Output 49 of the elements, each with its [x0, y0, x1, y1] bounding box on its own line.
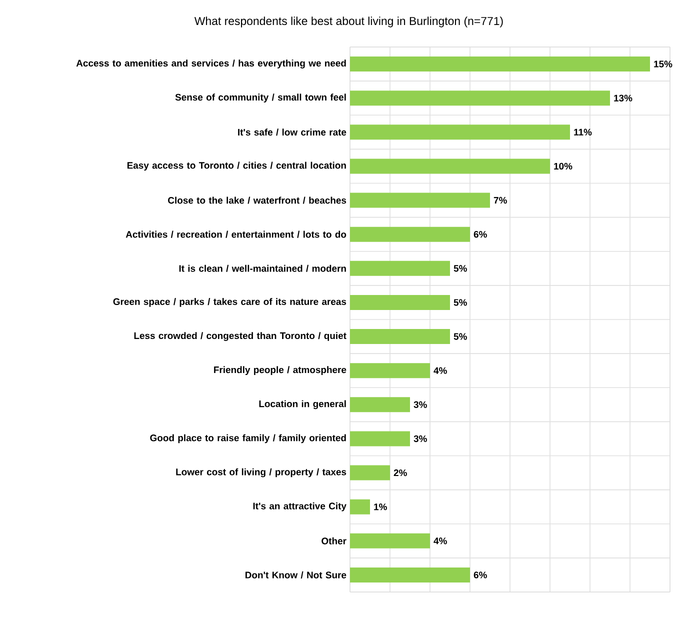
bar [350, 90, 610, 106]
bar [350, 56, 650, 72]
y-tick-label: It's an attractive City [253, 502, 346, 512]
y-tick-label: Close to the lake / waterfront / beaches [168, 196, 346, 204]
bar [350, 567, 470, 582]
y-tick-label: Activities / recreation / entertainment / lots to do [126, 230, 346, 238]
data-label: 11% [574, 128, 592, 136]
bar [350, 226, 470, 242]
y-tick-label: Good place to raise family / family oriented [150, 434, 346, 444]
data-label: 2% [394, 469, 407, 476]
data-label: 7% [494, 196, 507, 204]
y-tick-label: Location in general [259, 400, 346, 410]
y-tick-label: It is clean / well-maintained / modern [179, 264, 346, 272]
y-tick-label: It's safe / low crime rate [238, 128, 346, 136]
data-label: 3% [414, 401, 427, 408]
data-label: 1% [374, 503, 387, 510]
y-tick-label: Access to amenities and services / has everything we need [76, 60, 346, 68]
bar [350, 124, 570, 140]
bar [350, 533, 430, 548]
data-label: 3% [414, 435, 427, 442]
bar [350, 192, 490, 208]
bar [350, 158, 550, 174]
data-label: 5% [454, 333, 467, 340]
y-tick-label: Other [322, 537, 346, 544]
chart-title: What respondents like best about living in Burlington (n=771) [194, 16, 503, 28]
data-label: 15% [654, 60, 672, 68]
bar [350, 294, 450, 310]
data-label: 4% [434, 367, 447, 374]
data-label: 10% [554, 162, 572, 170]
bar [350, 260, 450, 276]
y-tick-label: Less crowded / congested than Toronto / quiet [134, 332, 346, 341]
y-tick-label: Sense of community / small town feel [175, 94, 346, 102]
bar [350, 329, 450, 344]
y-tick-label: Easy access to Toronto / cities / central location [127, 162, 346, 171]
data-label: 5% [454, 265, 467, 272]
bar [350, 431, 410, 446]
y-tick-label: Green space / parks / takes care of its nature areas [113, 298, 346, 307]
bar [350, 363, 430, 378]
data-label: 13% [614, 94, 632, 102]
y-tick-label: Don't Know / Not Sure [246, 571, 346, 578]
bar [350, 499, 370, 514]
data-label: 6% [474, 230, 487, 238]
bar [350, 465, 390, 480]
y-tick-label: Lower cost of living / property / taxes [176, 468, 346, 478]
data-label: 4% [434, 538, 447, 544]
bar [350, 397, 410, 412]
data-label: 6% [474, 572, 487, 578]
y-tick-label: Friendly people / atmosphere [214, 366, 346, 375]
data-label: 5% [454, 299, 467, 306]
